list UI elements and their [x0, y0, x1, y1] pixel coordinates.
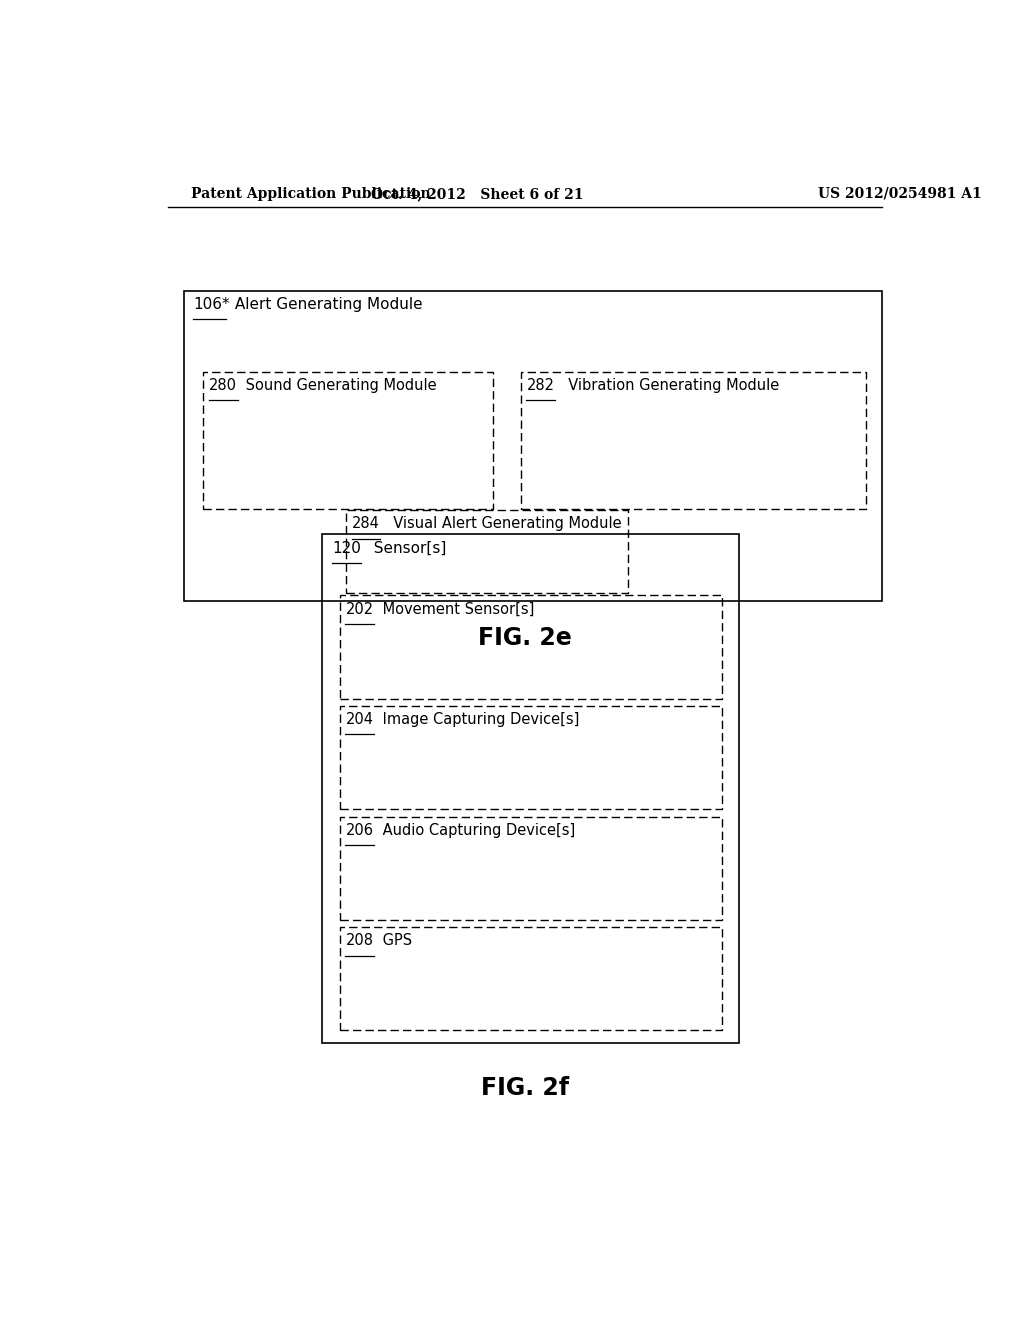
- Bar: [340, 595, 722, 698]
- Bar: [340, 817, 722, 920]
- Text: 208: 208: [345, 933, 374, 948]
- Text: 120: 120: [332, 541, 360, 556]
- Text: FIG. 2f: FIG. 2f: [480, 1076, 569, 1101]
- Text: US 2012/0254981 A1: US 2012/0254981 A1: [818, 187, 982, 201]
- Text: 106*: 106*: [194, 297, 229, 312]
- Text: GPS: GPS: [378, 933, 412, 948]
- Text: FIG. 2e: FIG. 2e: [478, 626, 571, 651]
- Text: Oct. 4, 2012   Sheet 6 of 21: Oct. 4, 2012 Sheet 6 of 21: [371, 187, 584, 201]
- Text: Visual Alert Generating Module: Visual Alert Generating Module: [384, 516, 622, 531]
- Text: Movement Sensor[s]: Movement Sensor[s]: [378, 602, 535, 616]
- Bar: [340, 927, 722, 1031]
- Text: 206: 206: [345, 822, 374, 838]
- Bar: [340, 706, 722, 809]
- Text: 280: 280: [209, 378, 237, 393]
- Text: 284: 284: [352, 516, 380, 531]
- Text: Audio Capturing Device[s]: Audio Capturing Device[s]: [378, 822, 575, 838]
- Bar: [346, 510, 628, 594]
- Bar: [323, 535, 739, 1043]
- Text: 204: 204: [345, 711, 374, 727]
- Text: 282: 282: [526, 378, 554, 393]
- Text: Vibration Generating Module: Vibration Generating Module: [559, 378, 779, 393]
- Bar: [521, 372, 866, 510]
- Text: 202: 202: [345, 602, 374, 616]
- Bar: [204, 372, 494, 510]
- Text: Alert Generating Module: Alert Generating Module: [230, 297, 423, 312]
- Text: Image Capturing Device[s]: Image Capturing Device[s]: [378, 711, 580, 727]
- Text: Patent Application Publication: Patent Application Publication: [191, 187, 431, 201]
- Text: Sound Generating Module: Sound Generating Module: [242, 378, 437, 393]
- Text: Sensor[s]: Sensor[s]: [365, 541, 446, 556]
- Bar: [183, 290, 882, 601]
